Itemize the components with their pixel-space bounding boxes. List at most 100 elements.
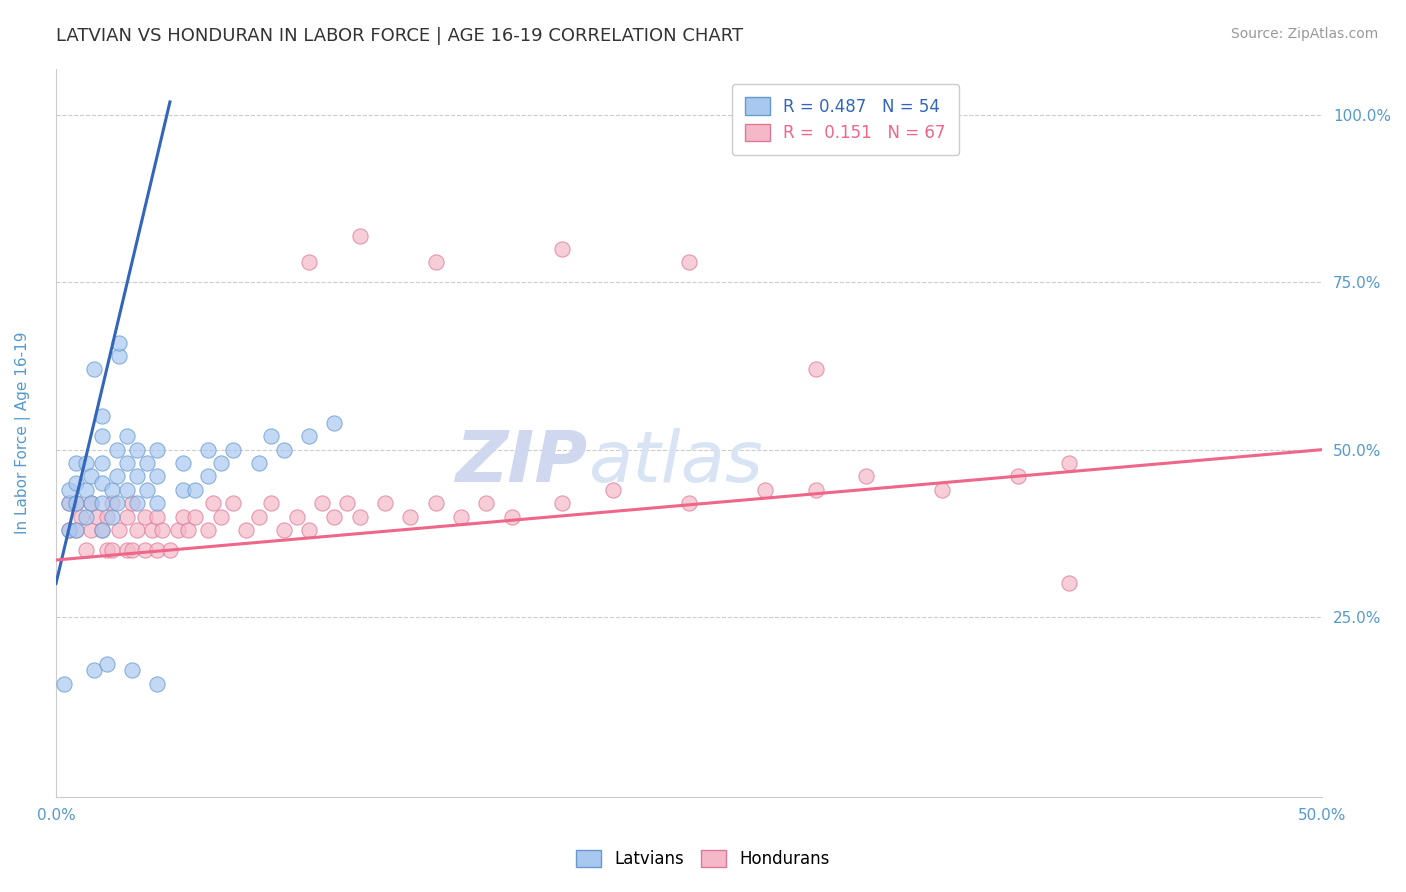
Point	[260, 429, 283, 443]
Point	[115, 509, 138, 524]
Point	[678, 255, 700, 269]
Point	[209, 456, 232, 470]
Point	[75, 456, 97, 470]
Point	[80, 496, 103, 510]
Point	[96, 543, 118, 558]
Point	[311, 496, 333, 510]
Point	[172, 483, 194, 497]
Point	[235, 523, 257, 537]
Point	[1007, 469, 1029, 483]
Point	[551, 242, 574, 256]
Point	[551, 496, 574, 510]
Point	[349, 509, 371, 524]
Point	[201, 496, 224, 510]
Point	[115, 543, 138, 558]
Point	[298, 255, 321, 269]
Point	[121, 663, 143, 677]
Legend: Latvians, Hondurans: Latvians, Hondurans	[569, 843, 837, 875]
Point	[197, 523, 219, 537]
Point	[209, 509, 232, 524]
Point	[184, 483, 207, 497]
Text: Source: ZipAtlas.com: Source: ZipAtlas.com	[1230, 27, 1378, 41]
Point	[65, 496, 87, 510]
Point	[121, 496, 143, 510]
Point	[197, 442, 219, 457]
Point	[273, 442, 295, 457]
Point	[222, 496, 245, 510]
Point	[450, 509, 472, 524]
Point	[323, 509, 346, 524]
Point	[125, 523, 148, 537]
Point	[141, 523, 163, 537]
Point	[399, 509, 422, 524]
Point	[65, 476, 87, 491]
Point	[108, 349, 131, 363]
Point	[96, 509, 118, 524]
Point	[273, 523, 295, 537]
Point	[125, 442, 148, 457]
Point	[58, 496, 80, 510]
Point	[146, 469, 169, 483]
Point	[100, 496, 122, 510]
Point	[58, 483, 80, 497]
Point	[146, 496, 169, 510]
Point	[184, 509, 207, 524]
Point	[336, 496, 359, 510]
Point	[83, 663, 105, 677]
Point	[931, 483, 953, 497]
Point	[105, 469, 128, 483]
Point	[260, 496, 283, 510]
Text: ZIP: ZIP	[456, 427, 588, 497]
Point	[222, 442, 245, 457]
Point	[90, 409, 112, 424]
Point	[100, 509, 122, 524]
Point	[146, 442, 169, 457]
Point	[105, 442, 128, 457]
Point	[115, 483, 138, 497]
Point	[136, 483, 159, 497]
Point	[80, 523, 103, 537]
Point	[172, 456, 194, 470]
Point	[804, 483, 827, 497]
Point	[136, 456, 159, 470]
Point	[247, 456, 270, 470]
Point	[855, 469, 877, 483]
Point	[58, 523, 80, 537]
Text: LATVIAN VS HONDURAN IN LABOR FORCE | AGE 16-19 CORRELATION CHART: LATVIAN VS HONDURAN IN LABOR FORCE | AGE…	[56, 27, 744, 45]
Point	[374, 496, 396, 510]
Point	[804, 362, 827, 376]
Point	[83, 362, 105, 376]
Point	[197, 469, 219, 483]
Point	[108, 523, 131, 537]
Point	[65, 523, 87, 537]
Point	[1057, 576, 1080, 591]
Point	[115, 429, 138, 443]
Point	[159, 543, 181, 558]
Point	[90, 523, 112, 537]
Point	[65, 523, 87, 537]
Point	[96, 657, 118, 671]
Point	[90, 456, 112, 470]
Point	[349, 228, 371, 243]
Point	[100, 483, 122, 497]
Point	[125, 469, 148, 483]
Point	[425, 496, 447, 510]
Point	[86, 509, 108, 524]
Point	[247, 509, 270, 524]
Point	[146, 543, 169, 558]
Point	[323, 416, 346, 430]
Point	[146, 509, 169, 524]
Point	[298, 523, 321, 537]
Point	[65, 456, 87, 470]
Point	[80, 496, 103, 510]
Point	[90, 496, 112, 510]
Point	[754, 483, 776, 497]
Point	[134, 509, 156, 524]
Point	[285, 509, 308, 524]
Point	[298, 429, 321, 443]
Point	[425, 255, 447, 269]
Point	[90, 523, 112, 537]
Point	[134, 543, 156, 558]
Point	[58, 523, 80, 537]
Point	[1057, 456, 1080, 470]
